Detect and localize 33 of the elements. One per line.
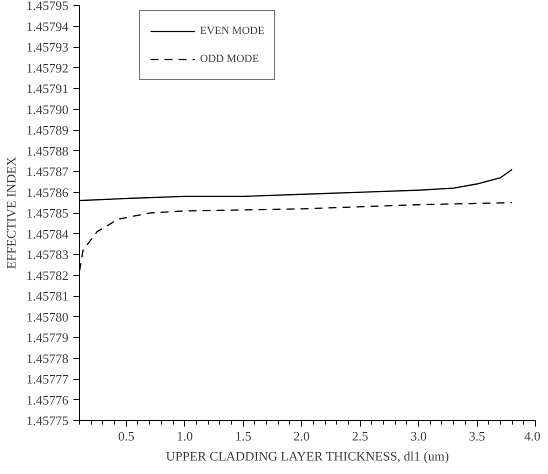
y-tick-label: 1.45781 bbox=[26, 288, 68, 304]
y-tick-label: 1.45778 bbox=[26, 350, 68, 366]
x-tick-label: 2.0 bbox=[294, 428, 310, 444]
y-tick-label: 1.45787 bbox=[26, 164, 69, 179]
y-tick-label: 1.45788 bbox=[26, 143, 68, 158]
y-tick-label: 1.45790 bbox=[26, 102, 68, 117]
legend-label: ODD MODE bbox=[200, 53, 259, 65]
y-tick-label: 1.45783 bbox=[26, 247, 68, 262]
y-axis-title: EFFECTIVE INDEX bbox=[3, 156, 18, 270]
x-tick-label: 2.5 bbox=[352, 428, 368, 444]
legend-label: EVEN MODE bbox=[200, 25, 264, 37]
y-tick-label: 1.45777 bbox=[26, 372, 69, 386]
y-tick-label: 1.45775 bbox=[26, 413, 68, 428]
x-tick-label: 0.5 bbox=[118, 428, 134, 444]
x-tick-label: 3.0 bbox=[410, 428, 427, 444]
y-tick-label: 1.45780 bbox=[26, 309, 68, 324]
y-tick-label: 1.45785 bbox=[26, 206, 68, 220]
y-tick-label: 1.45779 bbox=[26, 330, 68, 345]
y-tick-label: 1.45784 bbox=[26, 226, 69, 242]
y-tick-label: 1.45782 bbox=[26, 268, 68, 283]
y-tick-label: 1.45789 bbox=[26, 122, 68, 138]
y-tick-label: 1.45786 bbox=[26, 184, 69, 200]
x-tick-label: 1.5 bbox=[235, 428, 252, 444]
x-tick-label: 1.0 bbox=[176, 428, 193, 444]
y-tick-label: 1.45791 bbox=[26, 81, 68, 96]
x-tick-label: 4.0 bbox=[524, 428, 540, 444]
y-tick-label: 1.45795 bbox=[26, 0, 68, 13]
y-tick-label: 1.45794 bbox=[26, 18, 69, 34]
x-tick-label: 3.5 bbox=[468, 428, 486, 444]
y-tick-label: 1.45776 bbox=[26, 392, 69, 408]
x-axis-title: UPPER CLADDING LAYER THICKNESS, dl1 (um) bbox=[166, 448, 449, 464]
y-tick-label: 1.45792 bbox=[26, 60, 68, 76]
y-tick-label: 1.45793 bbox=[26, 40, 68, 54]
